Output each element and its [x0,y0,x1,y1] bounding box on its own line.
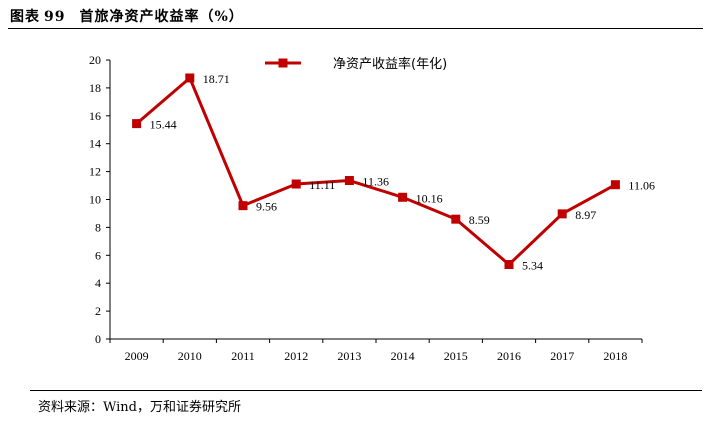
x-tick-label: 2009 [125,349,149,363]
data-label: 8.59 [469,213,490,227]
figure-title: 首旅净资产收益率（%） [79,9,244,25]
x-tick-label: 2011 [231,349,255,363]
y-tick-label: 20 [89,53,101,67]
y-tick-label: 12 [89,165,101,179]
y-tick-label: 2 [95,304,101,318]
series-line [135,76,617,267]
plot-area: 15.44 18.71 9.56 11.11 11.36 10.16 8.59 5.34 8.9… [132,72,655,273]
data-point-marker [132,119,142,129]
y-axis-ticks: 0 2 4 6 8 10 12 14 16 18 20 [89,53,110,346]
data-point-marker [344,176,354,186]
x-tick-label: 2016 [497,349,521,363]
y-tick-label: 6 [95,248,101,262]
x-tick-label: 2018 [603,349,627,363]
data-label: 9.56 [256,200,277,214]
data-point-marker [504,260,514,270]
data-label: 11.11 [309,178,335,192]
source-note: 资料来源：Wind，万和证券研究所 [38,400,241,415]
data-label: 11.06 [628,179,655,193]
y-tick-label: 0 [95,332,101,346]
figure-number: 99 [44,9,66,25]
data-point-marker [610,180,620,190]
data-point-marker [238,201,248,211]
x-tick-label: 2010 [178,349,202,363]
data-label: 10.16 [416,191,443,205]
figure-label: 图表 [10,9,40,25]
x-tick-label: 2013 [337,349,361,363]
y-tick-label: 18 [89,81,101,95]
data-point-marker [398,192,408,202]
chart-axes [109,60,642,340]
legend-marker-swatch [278,58,288,68]
x-axis-ticks: 2009 2010 2011 2012 2013 2014 2015 2016 2017 2018 [109,339,643,363]
y-tick-label: 14 [89,137,101,151]
x-tick-label: 2012 [284,349,308,363]
data-label: 15.44 [150,118,177,132]
x-tick-label: 2015 [444,349,468,363]
y-tick-label: 16 [89,109,101,123]
data-label: 8.97 [575,208,596,222]
data-label: 18.71 [203,72,230,86]
data-point-marker [451,214,461,224]
data-point-marker [557,209,567,219]
data-label: 5.34 [522,259,543,273]
legend-label: 净资产收益率(年化) [333,56,447,72]
data-point-marker [291,179,301,189]
data-label: 11.36 [362,175,389,189]
data-point-marker [185,73,195,83]
figure-caption: 图表 99 首旅净资产收益率（%） [10,6,244,26]
footer-divider [30,390,702,391]
y-tick-label: 10 [89,193,101,207]
figure-header: 图表 99 首旅净资产收益率（%） [8,4,703,29]
x-tick-label: 2017 [550,349,574,363]
x-tick-label: 2014 [391,349,415,363]
legend: 净资产收益率(年化) [265,56,447,72]
y-tick-label: 8 [95,220,101,234]
y-tick-label: 4 [95,276,101,290]
